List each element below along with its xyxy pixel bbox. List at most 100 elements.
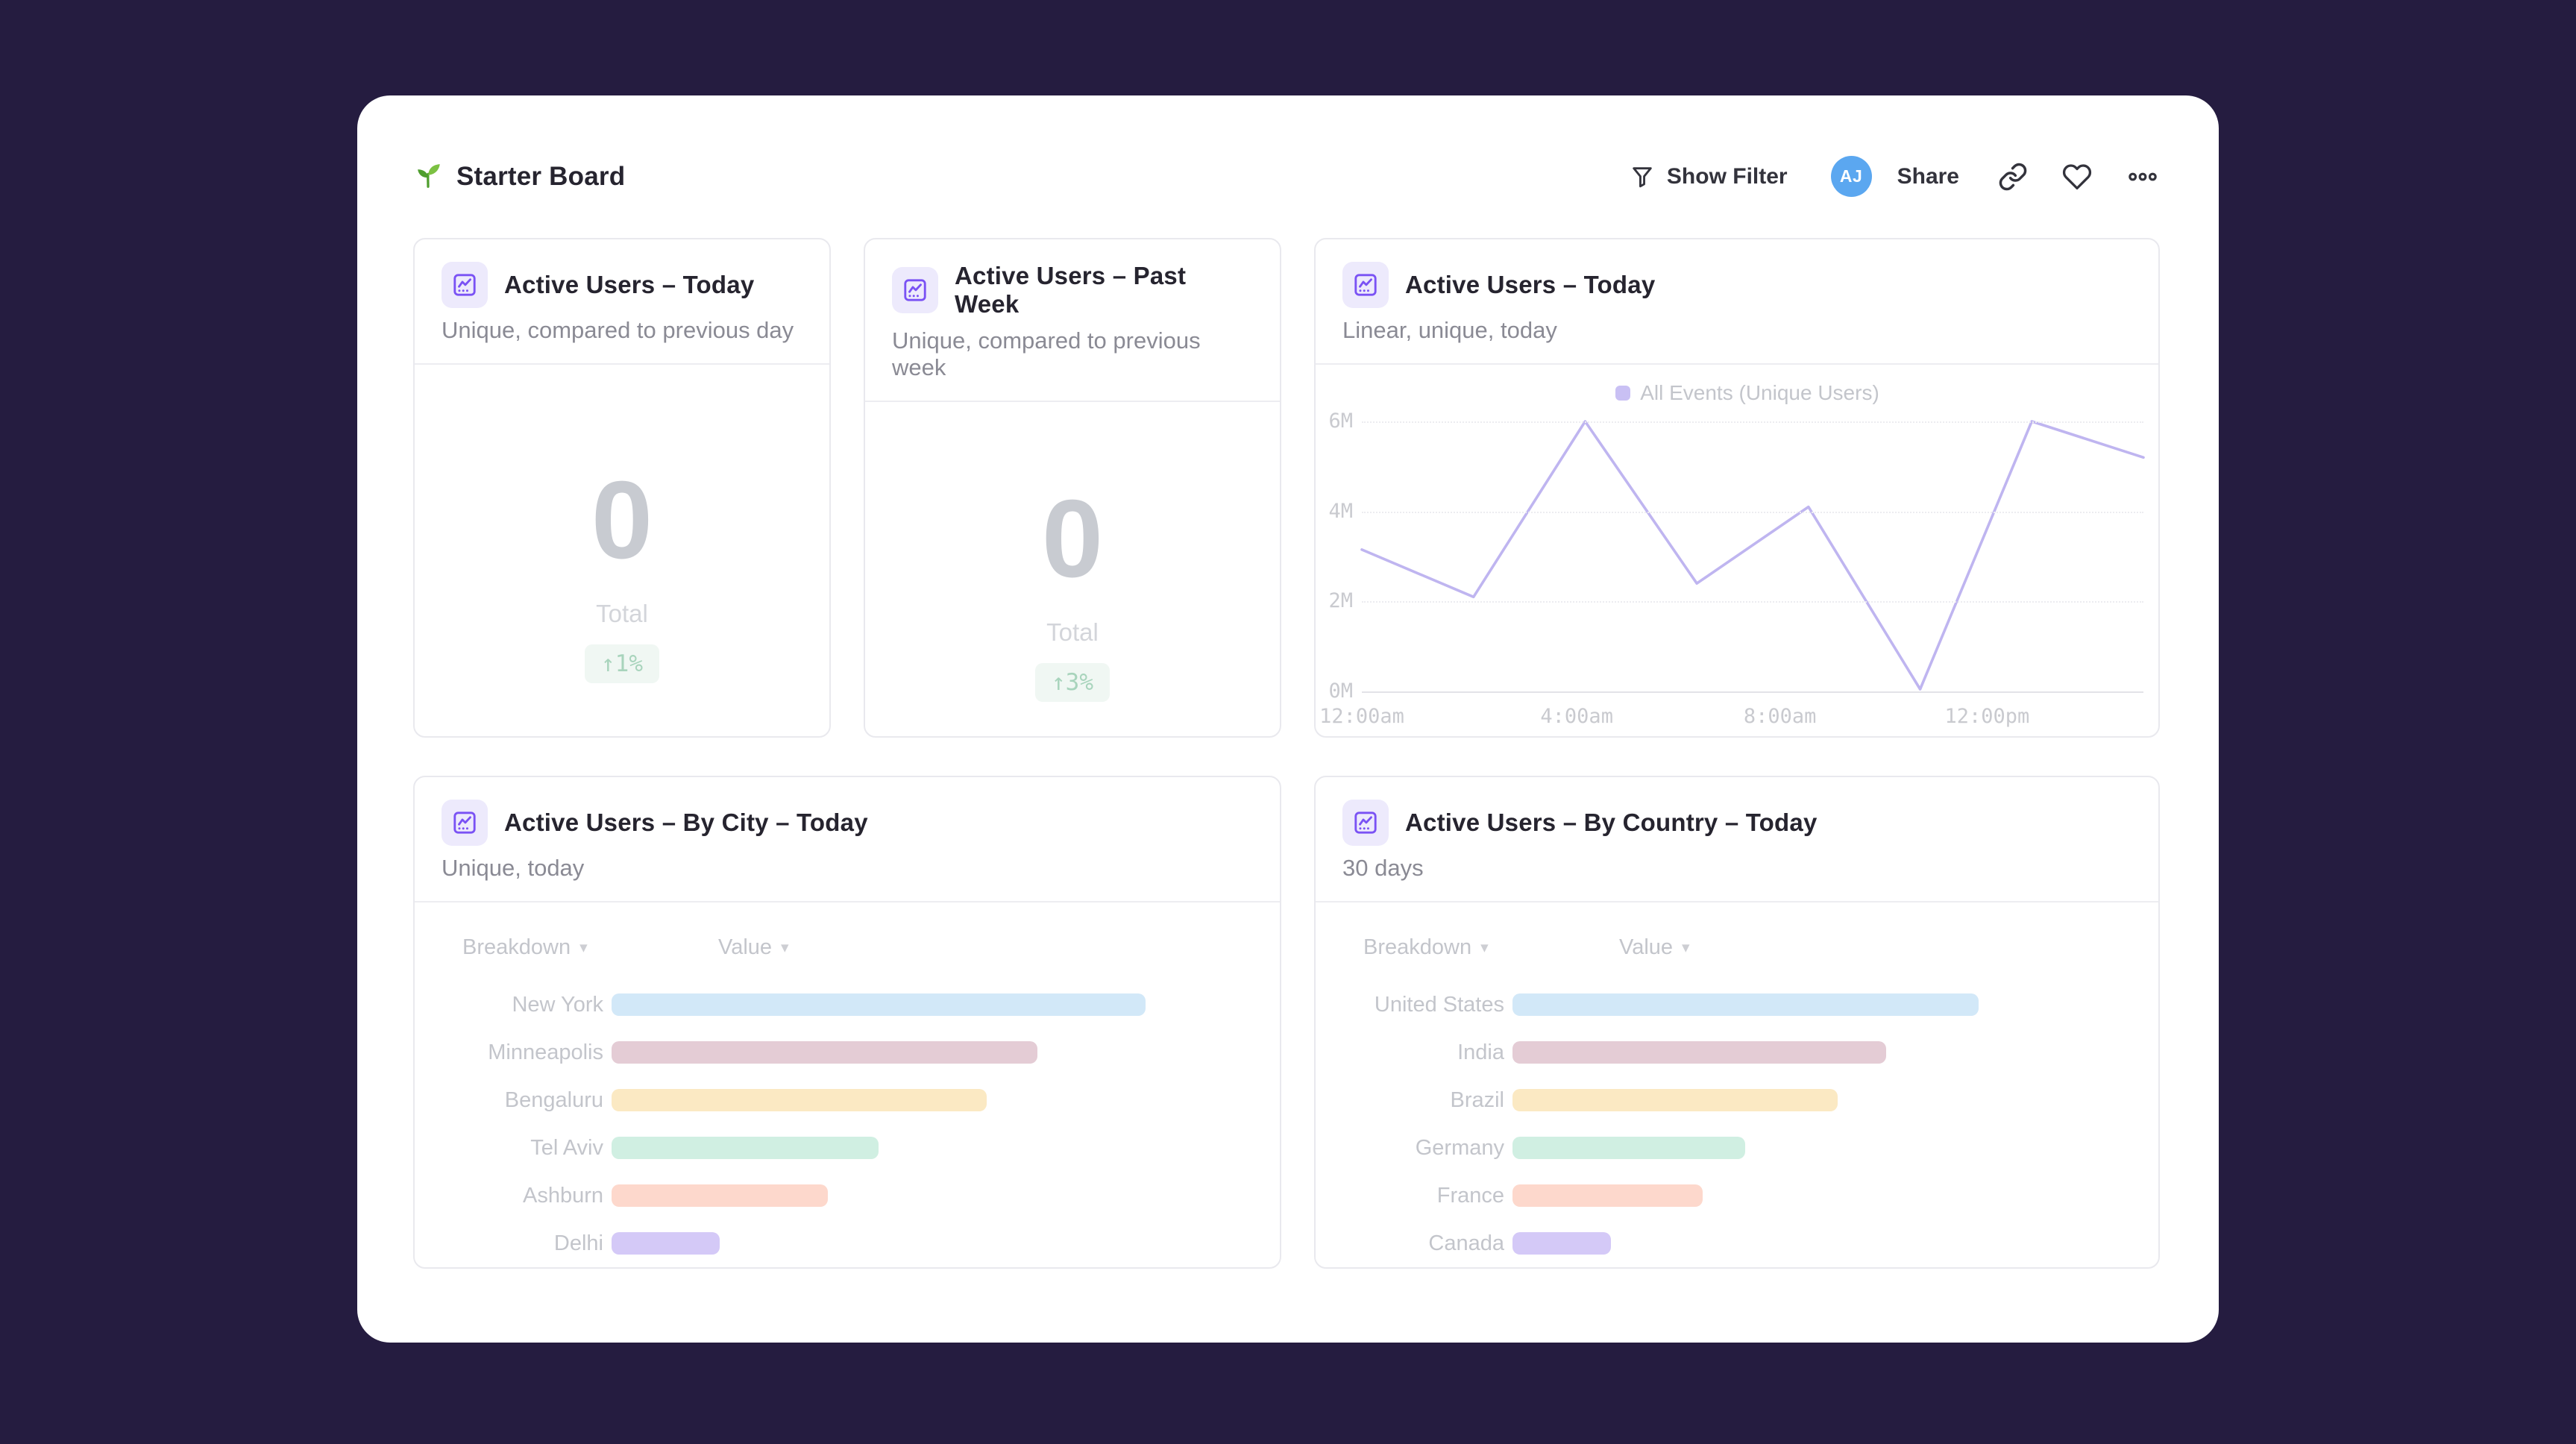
- table-row: Canada: [1348, 1219, 2126, 1267]
- value-bar[interactable]: [1512, 1137, 1746, 1159]
- bar-track: [612, 993, 1247, 1016]
- breakdown-label: Bengaluru: [504, 1087, 603, 1112]
- card-subtitle: Unique, today: [442, 855, 585, 881]
- card-title: Active Users – Past Week: [955, 262, 1187, 318]
- bar-track: [1512, 1184, 2126, 1207]
- dashboard-panel: Starter Board Show Filter AJ Share: [357, 95, 2219, 1343]
- card-title: Active Users – By Country – Today: [1405, 809, 1818, 836]
- breakdown-header-label: Breakdown: [462, 935, 571, 959]
- card-title: Active Users – Today: [504, 271, 755, 298]
- value-sort-dropdown[interactable]: Value ▾: [1619, 935, 1690, 960]
- table-head: Breakdown ▾ Value ▾: [1348, 935, 2126, 960]
- breakdown-table: Breakdown ▾ Value ▾ United States India …: [1316, 902, 2158, 1267]
- chevron-down-icon: ▾: [781, 939, 789, 956]
- breakdown-label: United States: [1374, 992, 1504, 1017]
- chevron-down-icon: ▾: [1682, 939, 1690, 956]
- value-bar[interactable]: [1512, 1184, 1703, 1207]
- value-bar[interactable]: [1512, 993, 1979, 1016]
- table-row: Bengaluru: [447, 1076, 1247, 1124]
- bar-track: [1512, 993, 2126, 1016]
- card-active-users-by-country[interactable]: Active Users – By Country – Today 30 day…: [1314, 776, 2160, 1269]
- breakdown-label: Delhi: [553, 1231, 603, 1255]
- country-rows: United States India Brazil Germany Franc…: [1348, 981, 2126, 1267]
- chart-chip-icon: [1342, 262, 1389, 308]
- value-bar[interactable]: [612, 1041, 1037, 1064]
- table-row: United States: [1348, 981, 2126, 1029]
- avatar-initials: AJ: [1839, 166, 1863, 186]
- bar-track: [1512, 1232, 2126, 1255]
- share-label: Share: [1897, 163, 1959, 189]
- legend-swatch: [1615, 386, 1631, 401]
- line-series[interactable]: [1362, 421, 2143, 689]
- breakdown-sort-dropdown[interactable]: Breakdown ▾: [1348, 935, 1504, 960]
- card-subtitle: Unique, compared to previous week: [892, 327, 1201, 380]
- value-bar[interactable]: [612, 1184, 828, 1207]
- value-bar[interactable]: [1512, 1089, 1838, 1111]
- table-row: India: [1348, 1029, 2126, 1076]
- kpi-value: 0: [1041, 477, 1104, 600]
- more-icon: [2126, 162, 2159, 192]
- bar-track: [612, 1089, 1247, 1111]
- gridline: [1362, 691, 2143, 693]
- card-active-users-by-city[interactable]: Active Users – By City – Today Unique, t…: [413, 776, 1281, 1269]
- value-sort-dropdown[interactable]: Value ▾: [718, 935, 789, 960]
- gridline: [1362, 511, 2143, 513]
- breakdown-label: New York: [512, 992, 603, 1017]
- copy-link-button[interactable]: [1998, 162, 2028, 192]
- bar-track: [612, 1184, 1247, 1207]
- x-axis-label: 4:00am: [1540, 705, 1613, 728]
- avatar[interactable]: AJ: [1830, 156, 1872, 197]
- chart-chip-icon: [892, 267, 938, 313]
- breakdown-label: India: [1457, 1040, 1504, 1064]
- gridline: [1362, 601, 2143, 603]
- chart-chip-icon: [1342, 800, 1389, 846]
- value-bar[interactable]: [1512, 1041, 1887, 1064]
- city-rows: New York Minneapolis Bengaluru Tel Aviv …: [447, 981, 1247, 1267]
- value-bar[interactable]: [612, 1089, 987, 1111]
- breakdown-label: Ashburn: [522, 1183, 603, 1208]
- card-active-users-past-week[interactable]: Active Users – Past Week Unique, compare…: [864, 238, 1281, 738]
- breakdown-sort-dropdown[interactable]: Breakdown ▾: [447, 935, 603, 960]
- chart-chip-icon: [442, 262, 488, 308]
- line-chart-body: All Events (Unique Users) 0M 2M 4M 6M 12:00…: [1316, 365, 2158, 736]
- card-title: Active Users – By City – Today: [504, 809, 868, 836]
- card-subtitle: Linear, unique, today: [1342, 317, 1557, 343]
- delta-badge: ↑3%: [1035, 663, 1110, 702]
- bar-track: [612, 1137, 1247, 1159]
- x-axis-label: 12:00am: [1319, 705, 1404, 728]
- board-header: Starter Board Show Filter AJ Share: [413, 95, 2159, 238]
- y-axis-label: 6M: [1328, 409, 1353, 433]
- card-header: Active Users – Today Linear, unique, tod…: [1316, 239, 2158, 365]
- y-axis-label: 4M: [1328, 499, 1353, 523]
- bar-track: [612, 1232, 1247, 1255]
- table-row: Minneapolis: [447, 1029, 1247, 1076]
- filter-icon: [1630, 164, 1655, 189]
- value-header-label: Value: [718, 935, 773, 959]
- card-header: Active Users – Today Unique, compared to…: [415, 239, 829, 365]
- gridline: [1362, 421, 2143, 423]
- card-title: Active Users – Today: [1405, 271, 1656, 298]
- show-filter-label: Show Filter: [1666, 163, 1788, 189]
- card-header: Active Users – By Country – Today 30 day…: [1316, 777, 2158, 902]
- header-controls: Show Filter AJ Share: [1630, 156, 2159, 197]
- value-bar[interactable]: [1512, 1232, 1611, 1255]
- table-row: Brazil: [1348, 1076, 2126, 1124]
- breakdown-label: Brazil: [1450, 1087, 1504, 1112]
- value-bar[interactable]: [612, 993, 1146, 1016]
- table-row: Tel Aviv: [447, 1124, 1247, 1172]
- favorite-button[interactable]: [2062, 162, 2092, 192]
- share-button[interactable]: Share: [1897, 164, 1959, 189]
- value-bar[interactable]: [612, 1137, 879, 1159]
- breakdown-label: Minneapolis: [488, 1040, 603, 1064]
- value-bar[interactable]: [612, 1232, 720, 1255]
- show-filter-button[interactable]: Show Filter: [1630, 164, 1788, 189]
- table-row: Delhi: [447, 1219, 1247, 1267]
- legend-item[interactable]: All Events (Unique Users): [1351, 381, 2143, 405]
- card-active-users-line-chart[interactable]: Active Users – Today Linear, unique, tod…: [1314, 238, 2160, 738]
- card-active-users-today[interactable]: Active Users – Today Unique, compared to…: [413, 238, 831, 738]
- more-options-button[interactable]: [2126, 162, 2159, 192]
- bar-track: [1512, 1041, 2126, 1064]
- table-row: France: [1348, 1172, 2126, 1219]
- chevron-down-icon: ▾: [1480, 939, 1489, 956]
- board-title-group: Starter Board: [413, 160, 625, 193]
